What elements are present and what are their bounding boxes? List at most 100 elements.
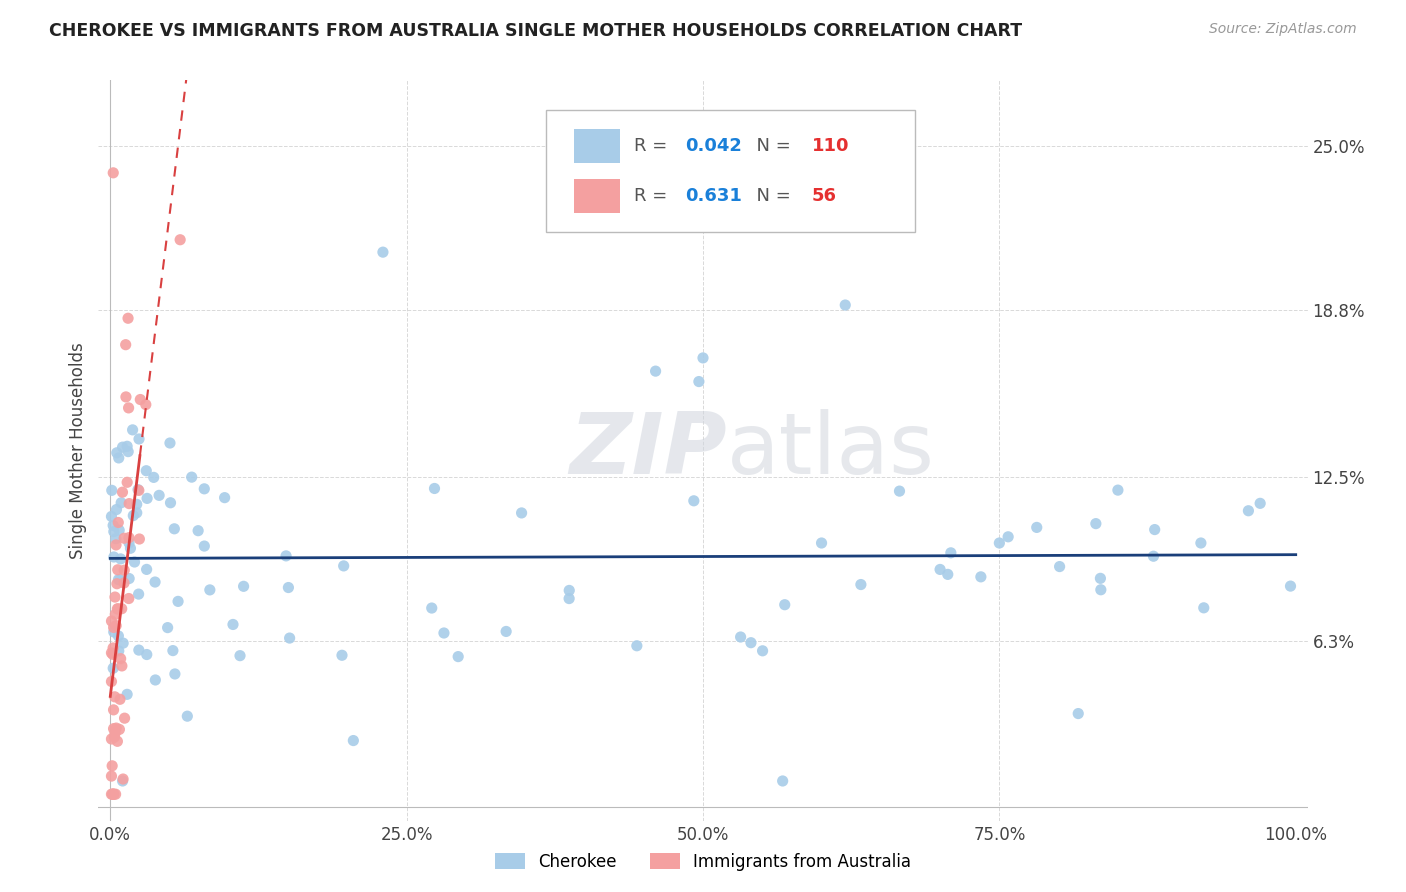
Point (100, 731, 122, 746)
Point (988, 536, 1011, 550)
Point (1249, 496, 1271, 510)
Point (135, 398, 157, 412)
Text: R =: R = (634, 187, 673, 205)
Point (1143, 523, 1166, 537)
Point (105, 446, 128, 460)
Point (1067, 706, 1090, 721)
Point (810, 536, 832, 550)
Point (115, 475, 138, 490)
Point (1049, 559, 1071, 574)
Point (1192, 600, 1215, 615)
Point (849, 577, 872, 591)
Point (100, 787, 122, 801)
Point (128, 483, 150, 498)
Point (107, 516, 129, 530)
Point (128, 532, 150, 546)
Text: 0.042: 0.042 (685, 136, 742, 154)
Point (105, 502, 128, 516)
Point (688, 375, 710, 389)
Point (117, 311, 139, 326)
Point (101, 787, 124, 801)
Text: 0.631: 0.631 (685, 187, 742, 205)
Text: R =: R = (634, 136, 673, 154)
Point (107, 601, 129, 615)
Point (104, 532, 127, 546)
Point (163, 667, 186, 681)
Point (1090, 582, 1112, 597)
Y-axis label: Single Mother Households: Single Mother Households (69, 343, 87, 558)
Point (193, 482, 215, 496)
Text: atlas: atlas (727, 409, 935, 492)
Point (103, 661, 125, 675)
Point (135, 648, 157, 662)
Point (110, 496, 132, 510)
Point (1025, 520, 1047, 534)
Point (112, 772, 135, 786)
FancyBboxPatch shape (574, 129, 620, 162)
Point (101, 759, 124, 773)
Point (834, 298, 856, 312)
Text: 110: 110 (811, 136, 849, 154)
Point (107, 563, 129, 577)
Point (148, 488, 170, 502)
Point (101, 648, 124, 662)
Point (169, 233, 191, 247)
Point (118, 497, 141, 511)
Point (330, 648, 353, 663)
Point (558, 591, 581, 606)
Point (1084, 516, 1107, 531)
Legend: Cherokee, Immigrants from Australia: Cherokee, Immigrants from Australia (486, 845, 920, 880)
Point (100, 509, 122, 524)
Point (232, 579, 254, 593)
Point (1279, 579, 1302, 593)
Point (103, 620, 125, 634)
Point (970, 570, 993, 584)
Point (936, 567, 959, 582)
Point (118, 572, 141, 586)
Point (112, 576, 135, 591)
Point (143, 673, 166, 687)
Point (1107, 483, 1129, 497)
Point (120, 541, 142, 556)
Point (222, 617, 245, 632)
Point (101, 787, 124, 801)
Point (142, 470, 165, 484)
Text: N =: N = (745, 136, 797, 154)
Point (128, 432, 150, 446)
Point (105, 538, 128, 552)
Point (107, 450, 129, 465)
Point (167, 594, 190, 608)
Point (423, 482, 446, 496)
Point (198, 582, 221, 597)
Point (125, 506, 148, 520)
Point (103, 787, 125, 801)
Point (187, 524, 209, 538)
Point (751, 644, 773, 658)
FancyBboxPatch shape (574, 179, 620, 213)
Point (104, 607, 127, 622)
Point (495, 624, 517, 639)
Point (101, 640, 124, 655)
Point (100, 614, 122, 628)
Point (118, 531, 141, 545)
FancyBboxPatch shape (546, 110, 915, 232)
Point (929, 562, 952, 576)
Point (108, 573, 131, 587)
Point (159, 496, 181, 510)
Point (229, 648, 252, 663)
Point (162, 643, 184, 657)
Point (104, 590, 127, 604)
Point (105, 721, 128, 735)
Point (156, 621, 179, 635)
Text: N =: N = (745, 187, 797, 205)
Point (1189, 536, 1212, 550)
Point (104, 690, 127, 704)
Point (558, 583, 581, 598)
Point (124, 555, 146, 569)
Text: Source: ZipAtlas.com: Source: ZipAtlas.com (1209, 22, 1357, 37)
Point (105, 618, 128, 632)
Point (332, 558, 354, 573)
Point (107, 644, 129, 658)
Point (103, 524, 125, 539)
Point (103, 722, 125, 736)
